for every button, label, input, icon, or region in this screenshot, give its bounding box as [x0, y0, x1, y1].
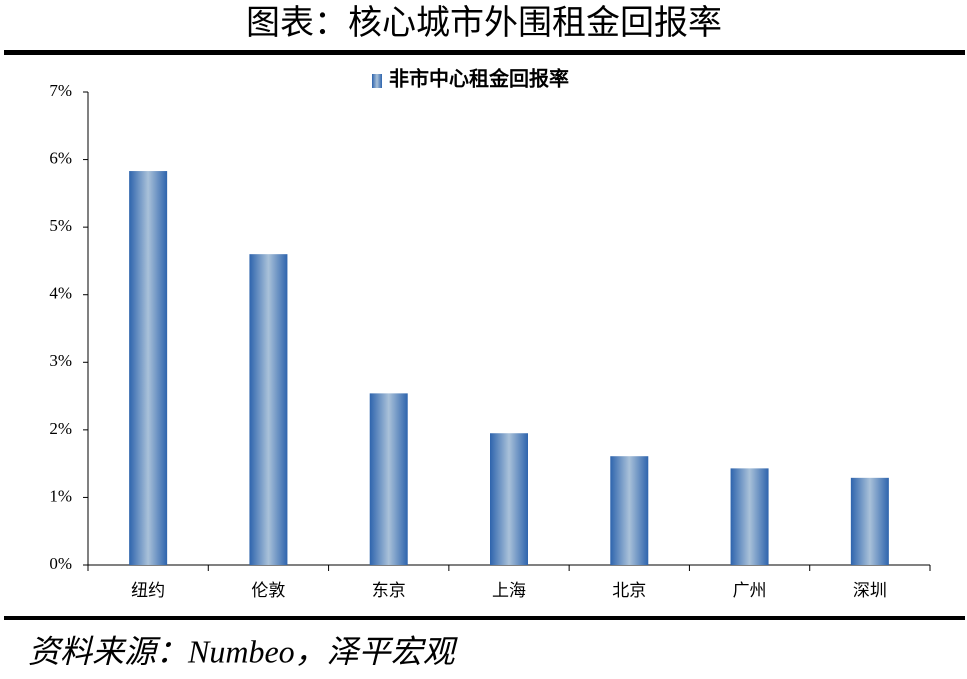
y-tick-label: 0%	[49, 554, 72, 573]
x-tick-label: 东京	[372, 581, 406, 600]
legend-swatch	[372, 74, 382, 88]
bar	[490, 433, 528, 565]
y-tick-label: 7%	[49, 81, 72, 100]
bar	[129, 171, 168, 565]
x-tick-label: 深圳	[853, 581, 887, 600]
x-tick-label: 北京	[612, 581, 646, 600]
x-tick-label: 纽约	[131, 581, 165, 600]
y-tick-label: 4%	[49, 284, 72, 303]
y-tick-label: 6%	[49, 148, 72, 167]
x-tick-label: 广州	[733, 581, 767, 600]
y-tick-label: 1%	[49, 486, 72, 505]
y-tick-label: 5%	[49, 216, 72, 235]
bar	[610, 456, 649, 565]
source-note: 资料来源：Numbeo，泽平宏观	[28, 633, 459, 669]
x-tick-label: 上海	[492, 581, 526, 600]
chart-title: 图表：核心城市外围租金回报率	[246, 4, 722, 42]
bar	[249, 254, 288, 565]
bar	[369, 393, 408, 565]
legend-label: 非市中心租金回报率	[389, 67, 569, 91]
x-tick-label: 伦敦	[251, 581, 285, 600]
bottom-rule	[4, 616, 965, 620]
y-tick-label: 3%	[49, 351, 72, 370]
bar	[850, 477, 889, 565]
top-rule	[4, 50, 965, 55]
y-tick-label: 2%	[49, 419, 72, 438]
bar	[730, 468, 769, 565]
